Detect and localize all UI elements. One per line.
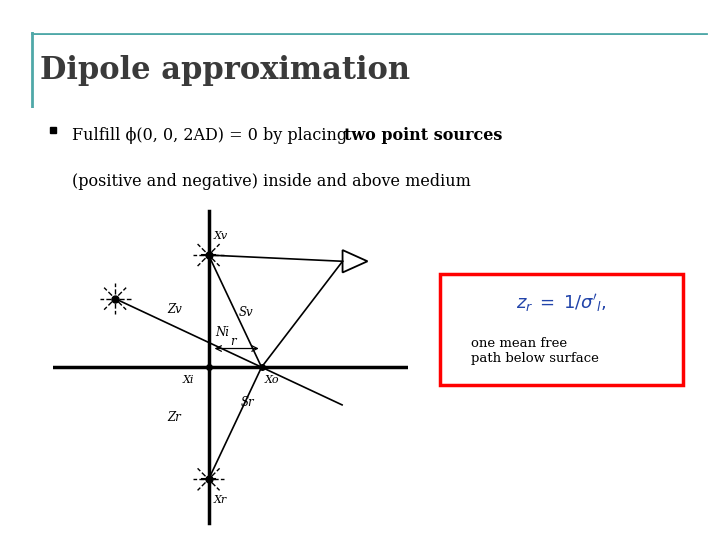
Text: (positive and negative) inside and above medium: (positive and negative) inside and above… (72, 173, 471, 190)
Text: Dipole approximation: Dipole approximation (40, 55, 410, 86)
Text: Zv: Zv (167, 303, 181, 316)
Text: two point sources: two point sources (344, 127, 503, 144)
Text: one mean free
path below surface: one mean free path below surface (471, 337, 599, 365)
Text: Xr: Xr (214, 495, 227, 505)
Text: Sr: Sr (241, 396, 255, 409)
Text: Zr: Zr (168, 411, 181, 424)
FancyBboxPatch shape (440, 274, 683, 385)
Text: Xi: Xi (182, 375, 194, 385)
Text: Xv: Xv (214, 232, 228, 241)
Text: r: r (230, 335, 236, 348)
Text: Xo: Xo (265, 375, 279, 385)
Text: Sv: Sv (238, 306, 253, 319)
Text: Fulfill ϕ(0, 0, 2AD) = 0 by placing: Fulfill ϕ(0, 0, 2AD) = 0 by placing (72, 127, 352, 144)
Text: $z_r \;=\; 1/\sigma'_l,$: $z_r \;=\; 1/\sigma'_l,$ (516, 292, 607, 314)
Text: Ni: Ni (215, 326, 229, 339)
